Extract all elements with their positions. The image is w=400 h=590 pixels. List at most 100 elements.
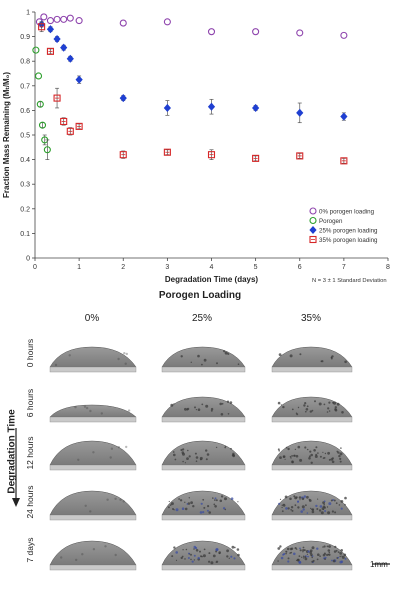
data-point <box>119 151 127 159</box>
scaffold-image-r2-c1 <box>160 433 248 471</box>
scaffold-image-r2-c0 <box>48 433 137 471</box>
data-point <box>53 94 61 102</box>
data-point <box>38 23 46 31</box>
legend-marker <box>309 216 317 225</box>
data-point <box>296 29 304 37</box>
marker-square <box>296 152 304 160</box>
data-point <box>340 31 348 39</box>
x-tick-label: 0 <box>33 264 37 271</box>
data-point <box>34 72 43 80</box>
legend-entry: 0% porogen loading <box>319 209 375 216</box>
data-point <box>75 75 83 84</box>
data-point <box>40 13 48 21</box>
x-tick-label: 7 <box>342 264 346 271</box>
scaffold-image-r4-c2 <box>270 533 358 571</box>
data-point <box>340 157 348 165</box>
data-point <box>46 47 54 55</box>
data-point <box>66 127 74 135</box>
scaffold-image-r1-c1 <box>160 385 248 423</box>
legend-entry: 25% porogen loading <box>319 228 378 235</box>
data-point <box>60 15 68 23</box>
data-point <box>163 18 171 26</box>
data-point <box>252 154 260 162</box>
legend-marker <box>309 225 317 235</box>
y-tick-label: 0.1 <box>20 231 30 238</box>
x-tick-label: 1 <box>77 264 81 271</box>
data-point <box>32 46 40 54</box>
x-tick-label: 5 <box>254 264 258 271</box>
y-tick-label: 0.2 <box>20 206 30 213</box>
y-tick-label: 0.6 <box>20 108 30 115</box>
data-point <box>207 28 216 36</box>
series-1 <box>32 46 51 160</box>
data-point <box>60 43 68 52</box>
series-0 <box>35 13 348 39</box>
y-tick-label: 0 <box>26 256 30 263</box>
data-point <box>119 94 127 103</box>
data-point <box>75 122 83 130</box>
chart-axes: 0 1 2 3 4 5 6 7 8 0 0.1 0.2 0.3 0.4 0.5 0.6 0.7 0.8 0.9 1 De… <box>2 10 390 285</box>
data-point <box>66 14 74 22</box>
legend-entry: Porogen <box>319 218 343 225</box>
marker-square <box>207 151 216 159</box>
scaffold-image-r3-c2 <box>270 483 358 521</box>
marker-square <box>75 122 83 130</box>
y-tick-label: 0.9 <box>20 34 30 41</box>
marker-square <box>252 154 260 162</box>
data-point <box>340 112 348 121</box>
data-point <box>119 19 127 27</box>
row-header-4: 7 days <box>25 537 35 563</box>
x-tick-label: 3 <box>165 264 169 271</box>
data-point <box>207 102 216 111</box>
scaffold-image-r0-c0 <box>48 335 137 373</box>
marker-square <box>60 117 68 126</box>
legend-marker <box>309 235 317 244</box>
chart-legend: 0% porogen loading Porogen 25% porogen loa… <box>309 207 378 244</box>
y-tick-label: 0.7 <box>20 83 30 90</box>
data-point <box>36 100 44 108</box>
y-axis-label: Fraction Mass Remaining (Mₜ/M₀) <box>2 72 11 198</box>
x-axis-label: Degradation Time (days) <box>165 275 259 284</box>
column-header-0: 0% <box>84 313 100 324</box>
data-point <box>46 17 54 25</box>
y-tick-label: 0.8 <box>20 59 30 66</box>
data-point <box>38 121 47 129</box>
marker-square <box>38 23 46 31</box>
series-3 <box>38 21 348 165</box>
time-arrow-icon <box>12 428 20 513</box>
scale-bar-label: 1mm <box>370 560 388 569</box>
marker-square <box>340 157 348 165</box>
data-point <box>46 25 55 34</box>
data-point <box>296 108 304 117</box>
data-point <box>53 15 61 23</box>
data-point <box>43 146 51 154</box>
y-tick-label: 0.4 <box>20 157 30 164</box>
scaffold-image-r1-c0 <box>48 385 137 423</box>
marker-square <box>119 151 127 159</box>
scaffold-image-r1-c2 <box>270 385 358 423</box>
x-tick-label: 8 <box>386 264 390 271</box>
marker-square <box>53 94 61 102</box>
data-point <box>252 103 260 112</box>
x-tick-label: 6 <box>298 264 302 271</box>
y-tick-label: 0.5 <box>20 133 30 140</box>
data-point <box>163 148 171 156</box>
y-tick-label: 1 <box>26 10 30 17</box>
legend-entry: 35% porogen loading <box>319 237 378 244</box>
column-header-2: 35% <box>300 313 321 324</box>
x-tick-label: 2 <box>121 264 125 271</box>
data-point <box>75 17 83 25</box>
scale-bar <box>372 554 390 572</box>
data-point <box>207 151 216 159</box>
marker-square <box>66 127 74 135</box>
marker-square <box>46 47 54 55</box>
scaffold-image-r0-c1 <box>160 335 248 373</box>
data-point <box>53 35 61 44</box>
y-tick-label: 0.3 <box>20 182 30 189</box>
scaffold-image-r0-c2 <box>270 335 358 373</box>
x-tick-label: 4 <box>210 264 214 271</box>
column-header-1: 25% <box>191 313 212 324</box>
data-point <box>163 103 171 112</box>
data-point <box>66 54 74 63</box>
chart-annotation: N = 3 ± 1 Standard Deviation <box>312 278 387 284</box>
